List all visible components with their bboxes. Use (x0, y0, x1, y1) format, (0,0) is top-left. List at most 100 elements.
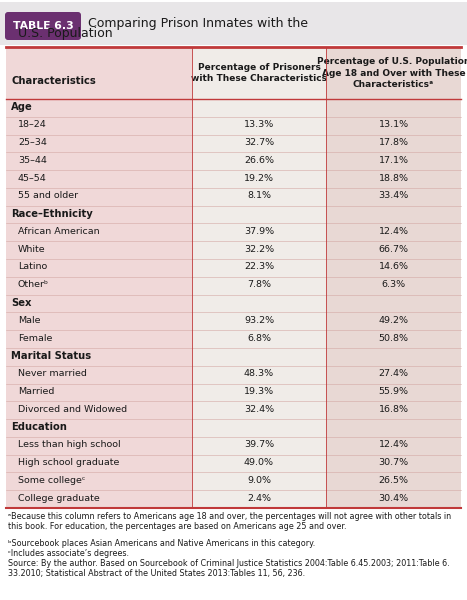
Bar (6, 313, 192, 330)
Text: Race–Ethnicity: Race–Ethnicity (11, 209, 93, 218)
Text: 32.2%: 32.2% (244, 245, 274, 254)
Text: 66.7%: 66.7% (378, 245, 409, 254)
Bar (192, 295, 326, 313)
Bar (6, 277, 192, 295)
Bar (192, 170, 326, 188)
Text: 48.3%: 48.3% (244, 369, 274, 378)
Bar (192, 241, 326, 259)
Text: High school graduate: High school graduate (18, 458, 120, 467)
Bar (326, 437, 461, 455)
Bar (192, 188, 326, 206)
Bar (6, 472, 192, 490)
Bar (326, 383, 461, 401)
Text: 32.4%: 32.4% (244, 404, 274, 413)
Text: 50.8%: 50.8% (378, 334, 409, 343)
Text: Characteristics: Characteristics (11, 76, 96, 86)
Text: TABLE 6.3: TABLE 6.3 (13, 21, 73, 31)
Text: ᵇSourcebook places Asian Americans and Native Americans in this category.: ᵇSourcebook places Asian Americans and N… (8, 539, 315, 548)
Bar (192, 47, 326, 99)
Text: 16.8%: 16.8% (378, 404, 409, 413)
Text: 19.2%: 19.2% (244, 173, 274, 182)
Text: 12.4%: 12.4% (378, 227, 409, 236)
Bar (6, 330, 192, 348)
Text: Marital Status: Marital Status (11, 351, 91, 361)
Text: 6.8%: 6.8% (247, 334, 271, 343)
Bar (6, 223, 192, 241)
Text: 18–24: 18–24 (18, 120, 47, 129)
Text: 22.3%: 22.3% (244, 262, 274, 271)
Text: 12.4%: 12.4% (378, 440, 409, 449)
Bar (326, 472, 461, 490)
Bar (192, 206, 326, 223)
Text: 37.9%: 37.9% (244, 227, 274, 236)
Bar (6, 241, 192, 259)
Text: 8.1%: 8.1% (247, 191, 271, 200)
Bar (192, 134, 326, 152)
Bar (6, 152, 192, 170)
Bar (192, 152, 326, 170)
Bar (6, 295, 192, 313)
Text: 26.5%: 26.5% (378, 476, 409, 485)
Bar (326, 206, 461, 223)
Text: Less than high school: Less than high school (18, 440, 120, 449)
Bar (192, 437, 326, 455)
Bar (6, 348, 192, 366)
Bar (326, 490, 461, 508)
Text: 55 and older: 55 and older (18, 191, 78, 200)
Text: 35–44: 35–44 (18, 156, 47, 165)
Text: Age: Age (11, 102, 33, 112)
Bar (6, 419, 192, 437)
Bar (6, 206, 192, 223)
Text: 17.1%: 17.1% (378, 156, 409, 165)
Bar (6, 366, 192, 383)
Bar (326, 47, 461, 99)
Bar (326, 117, 461, 134)
Text: Married: Married (18, 387, 54, 396)
Text: Percentage of U.S. Population
Age 18 and Over with These
Characteristicsᵃ: Percentage of U.S. Population Age 18 and… (317, 57, 467, 89)
Text: 13.3%: 13.3% (244, 120, 274, 129)
Text: 17.8%: 17.8% (378, 138, 409, 147)
Text: 13.1%: 13.1% (378, 120, 409, 129)
Text: Otherᵇ: Otherᵇ (18, 280, 49, 289)
Text: Education: Education (11, 422, 67, 432)
Bar (192, 419, 326, 437)
Bar (326, 134, 461, 152)
Text: 55.9%: 55.9% (378, 387, 409, 396)
Text: Never married: Never married (18, 369, 87, 378)
Text: Some collegeᶜ: Some collegeᶜ (18, 476, 85, 485)
Bar (326, 330, 461, 348)
Bar (6, 99, 192, 117)
Bar (6, 134, 192, 152)
Text: African American: African American (18, 227, 99, 236)
Text: Female: Female (18, 334, 52, 343)
Bar (326, 295, 461, 313)
Bar (192, 490, 326, 508)
Text: 93.2%: 93.2% (244, 316, 274, 325)
Text: Male: Male (18, 316, 41, 325)
Bar (6, 490, 192, 508)
Bar (0, 2, 467, 45)
Text: 2.4%: 2.4% (247, 494, 271, 503)
Text: White: White (18, 245, 46, 254)
Text: 25–34: 25–34 (18, 138, 47, 147)
Bar (192, 330, 326, 348)
Text: 30.7%: 30.7% (378, 458, 409, 467)
Bar (192, 313, 326, 330)
Text: 45–54: 45–54 (18, 173, 47, 182)
Text: 32.7%: 32.7% (244, 138, 274, 147)
Text: 6.3%: 6.3% (382, 280, 405, 289)
Text: 26.6%: 26.6% (244, 156, 274, 165)
Bar (192, 223, 326, 241)
Text: Source: By the author. Based on Sourcebook of Criminal Justice Statistics 2004:T: Source: By the author. Based on Sourcebo… (8, 559, 450, 578)
Text: 18.8%: 18.8% (378, 173, 409, 182)
Bar (326, 419, 461, 437)
Bar (326, 259, 461, 277)
Text: 39.7%: 39.7% (244, 440, 274, 449)
Text: 7.8%: 7.8% (247, 280, 271, 289)
Bar (6, 170, 192, 188)
Bar (6, 47, 192, 99)
Text: Divorced and Widowed: Divorced and Widowed (18, 404, 127, 413)
Bar (326, 152, 461, 170)
Bar (192, 259, 326, 277)
Text: 49.2%: 49.2% (378, 316, 409, 325)
